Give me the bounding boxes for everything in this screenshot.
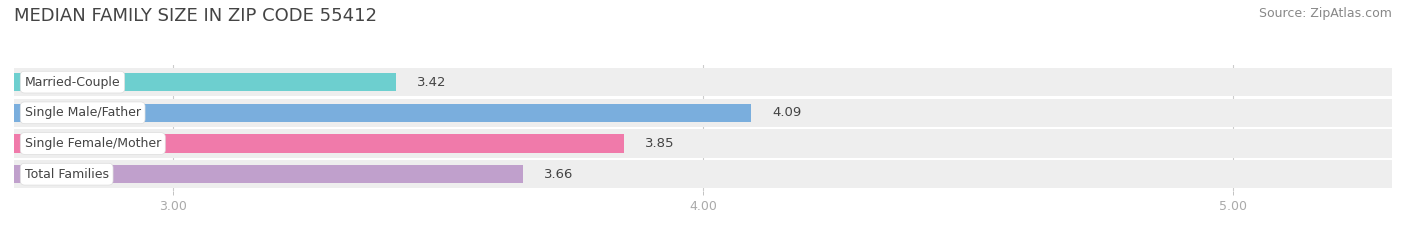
Bar bbox=[14, 160, 1392, 188]
Bar bbox=[14, 104, 751, 122]
Text: Source: ZipAtlas.com: Source: ZipAtlas.com bbox=[1258, 7, 1392, 20]
Text: Single Male/Father: Single Male/Father bbox=[25, 106, 141, 119]
Text: 3.66: 3.66 bbox=[544, 168, 574, 181]
Bar bbox=[14, 73, 395, 91]
Text: 3.85: 3.85 bbox=[645, 137, 675, 150]
Text: MEDIAN FAMILY SIZE IN ZIP CODE 55412: MEDIAN FAMILY SIZE IN ZIP CODE 55412 bbox=[14, 7, 377, 25]
Text: Total Families: Total Families bbox=[25, 168, 108, 181]
Bar bbox=[14, 165, 523, 183]
Text: 3.42: 3.42 bbox=[416, 76, 446, 89]
Text: Single Female/Mother: Single Female/Mother bbox=[25, 137, 160, 150]
Text: Married-Couple: Married-Couple bbox=[25, 76, 121, 89]
Bar bbox=[14, 134, 623, 153]
Text: 4.09: 4.09 bbox=[772, 106, 801, 119]
Bar bbox=[14, 129, 1392, 158]
Bar bbox=[14, 99, 1392, 127]
Bar bbox=[14, 68, 1392, 96]
